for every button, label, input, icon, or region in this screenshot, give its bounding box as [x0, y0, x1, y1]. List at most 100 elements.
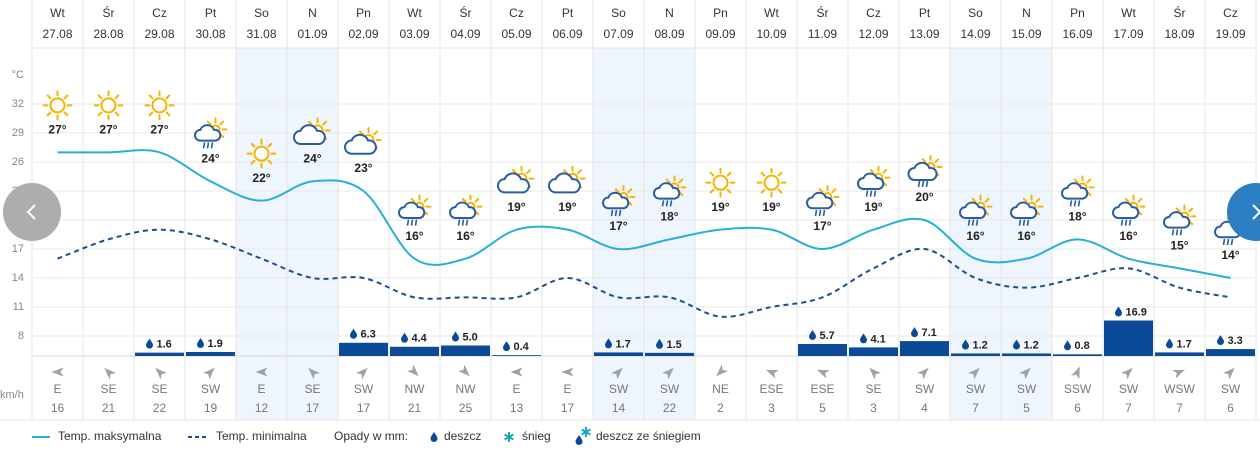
cloud	[907, 161, 938, 181]
cloud	[293, 124, 326, 146]
weather-icon	[42, 90, 73, 121]
sun-ray	[984, 197, 990, 203]
rain-drop	[610, 209, 614, 217]
wind-arrow	[255, 367, 268, 377]
sun-ray	[267, 159, 273, 165]
sun-ray	[709, 188, 715, 194]
sun-ray	[777, 171, 783, 177]
weekday-label: Wt	[50, 6, 65, 20]
prev-button[interactable]	[3, 183, 61, 241]
weather-icon	[93, 90, 124, 121]
wind-speed: 4	[921, 401, 928, 415]
date-label: 30.08	[195, 27, 225, 41]
weekday-label: So	[968, 6, 983, 20]
wind-direction: SW	[660, 382, 680, 396]
rain-drop	[865, 190, 869, 197]
rain-drop	[1222, 238, 1226, 246]
date-label: 13.09	[909, 27, 939, 41]
rain-drop	[869, 190, 873, 197]
drop-icon	[656, 338, 663, 349]
cloud	[602, 191, 630, 210]
sun-ray	[114, 111, 120, 117]
wind-direction: E	[512, 382, 520, 396]
wind-speed: 7	[1176, 401, 1183, 415]
wind-arrow	[816, 369, 830, 379]
sun-ray	[563, 169, 568, 175]
weekday-label: Cz	[509, 6, 524, 20]
rain-drop	[614, 209, 618, 217]
wind-arrow	[1121, 367, 1133, 380]
weather-icon	[246, 138, 277, 169]
wind-arrow	[1223, 367, 1235, 380]
weather-icon	[705, 167, 736, 198]
max-temp-label: 19°	[507, 200, 525, 214]
next-button[interactable]	[1227, 183, 1260, 241]
rain-drop	[410, 219, 414, 226]
max-temp-label: 19°	[762, 200, 780, 214]
date-label: 11.09	[808, 27, 837, 41]
cloud	[548, 172, 581, 194]
drop-icon	[911, 327, 918, 338]
precip-label: 0.8	[1075, 340, 1090, 352]
precip-bar	[951, 353, 1000, 356]
drop-icon	[605, 338, 612, 349]
precip-label: 1.9	[208, 338, 223, 350]
wind-direction: SW	[201, 382, 221, 396]
weekday-label: Śr	[1174, 5, 1186, 20]
weather-icon	[398, 194, 432, 226]
rain-drop	[210, 142, 214, 149]
date-label: 29.08	[144, 27, 174, 41]
wind-direction: SW	[1017, 382, 1037, 396]
max-temp-label: 24°	[201, 152, 219, 166]
wind-speed: 3	[768, 401, 775, 415]
wind-arrow	[662, 367, 674, 380]
sun-ray	[46, 94, 52, 100]
wind-direction: WSW	[1164, 382, 1195, 396]
precip-label: 5.0	[463, 331, 478, 343]
precip-label: 3.3	[1228, 335, 1243, 347]
wind-direction: E	[257, 382, 265, 396]
drop-icon	[146, 338, 153, 349]
max-temp-label: 19°	[864, 200, 882, 214]
y-tick-label: 17	[12, 243, 24, 255]
wind-arrow	[356, 367, 368, 380]
rain-drop	[661, 200, 665, 207]
sun-ray	[869, 168, 875, 174]
max-temp-label: 27°	[150, 123, 168, 137]
rain-drop	[1120, 219, 1124, 226]
precip-label: 16.9	[1126, 306, 1147, 318]
sun-ray	[882, 168, 888, 174]
max-temp-label: 27°	[48, 123, 66, 137]
weather-icon	[144, 90, 175, 121]
precip-label: 6.3	[361, 329, 376, 341]
date-label: 01.09	[297, 27, 327, 41]
legend-label: Temp. minimalna	[216, 429, 307, 443]
wind-speed: 22	[663, 401, 677, 415]
rain-drop	[1026, 219, 1030, 226]
drop-icon	[860, 333, 867, 344]
precip-label: 7.1	[922, 327, 937, 339]
drop-icon	[430, 432, 438, 442]
nav-chevron	[26, 204, 36, 220]
precip-bar	[135, 352, 184, 356]
date-label: 16.09	[1062, 27, 1092, 41]
sun-ray	[165, 111, 171, 117]
weekday-label: Pn	[356, 6, 371, 20]
date-label: 04.09	[450, 27, 480, 41]
max-temp-label: 16°	[966, 229, 984, 243]
wind-direction: SW	[1119, 382, 1139, 396]
precip-bar	[1053, 354, 1102, 356]
weekend-band	[950, 48, 1001, 420]
sun-ray	[678, 178, 684, 184]
rain-drop	[1179, 229, 1183, 236]
wind-speed: 3	[870, 401, 877, 415]
wind-direction: SSW	[1064, 382, 1092, 396]
cloud	[857, 172, 885, 190]
date-label: 03.09	[399, 27, 429, 41]
sun	[100, 97, 117, 114]
wind-arrow	[1071, 366, 1080, 380]
drop-icon	[350, 328, 357, 339]
rain-drop	[669, 200, 673, 207]
weekend-band	[287, 48, 338, 420]
sun-ray	[219, 120, 225, 126]
